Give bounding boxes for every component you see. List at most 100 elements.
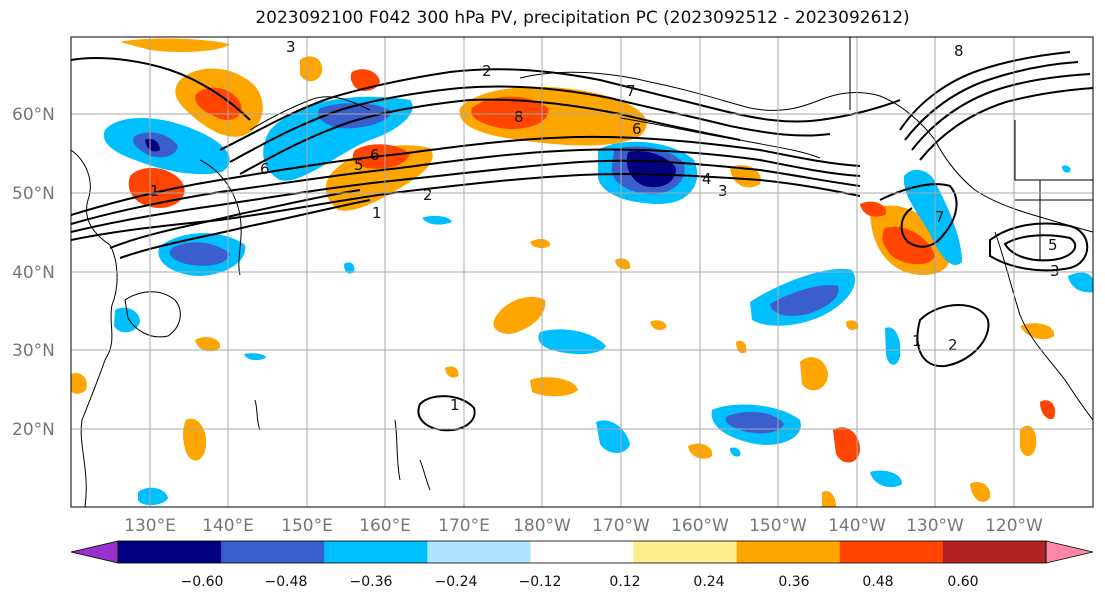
contour-label: 2 (423, 186, 433, 204)
lon-label: 170°W (592, 516, 650, 536)
colorbar-segment (221, 541, 325, 563)
islands-coastline (254, 399, 431, 491)
pv-contour-5 (109, 189, 361, 249)
colorbar-segment (530, 541, 635, 563)
colorbar-segment (427, 541, 531, 563)
precip-positive-core (350, 69, 380, 91)
precip-negative-area (870, 470, 902, 488)
alaska-coastline (519, 71, 1093, 233)
colorbar-tick-labels: −0.60 −0.48 −0.36 −0.24 −0.12 0.12 0.24 … (181, 574, 979, 590)
contour-label: 5 (1048, 236, 1058, 254)
lon-label: 140°E (202, 516, 254, 536)
precip-positive-core (128, 167, 185, 208)
pv-contour-cutoff (989, 222, 1089, 272)
precip-positive-area (1020, 425, 1037, 457)
precip-positive-area (530, 239, 551, 249)
colorbar-segment (736, 541, 841, 563)
colorbar-tick-label: 0.48 (862, 574, 893, 590)
precip-positive-area (650, 320, 667, 330)
precip-positive-area (71, 372, 87, 394)
precip-positive-core (1040, 400, 1056, 420)
japan-coastline (124, 291, 181, 338)
map-panel: 1 2 2 3 3 3 4 5 5 6 6 6 7 8 8 7 1 2 1 1 (70, 36, 1094, 508)
colorbar-segment (633, 541, 738, 563)
contour-label: 3 (718, 182, 728, 200)
colorbar-segment (118, 541, 222, 563)
precip-negative-area (114, 307, 140, 333)
contour-label: 8 (954, 42, 964, 60)
graticule (71, 37, 1093, 507)
precip-positive-area (195, 337, 221, 352)
contour-label: 5 (354, 156, 364, 174)
precip-positive-area (800, 357, 828, 391)
pv-contour-ridge-3 (239, 98, 741, 175)
pv-contour-4 (71, 135, 861, 216)
colorbar: −0.60 −0.48 −0.36 −0.24 −0.12 0.12 0.24 … (70, 540, 1094, 590)
pv-contour-6 (119, 199, 371, 259)
lon-label: 180°W (513, 516, 571, 536)
colorbar-tick-label: 0.12 (609, 574, 640, 590)
precip-positive-core (471, 96, 549, 130)
colorbar-tick-label: 0.24 (693, 574, 724, 590)
political-borders (849, 37, 1093, 260)
colorbar-tick-label: −0.60 (181, 574, 224, 590)
precip-negative-core (169, 242, 230, 266)
contour-label: 1 (372, 204, 382, 222)
lat-label: 50°N (12, 184, 55, 204)
lon-label: 160°E (359, 516, 411, 536)
contour-label: 1 (450, 396, 460, 414)
pv-contour-isolated (916, 304, 990, 368)
precip-positive-area (615, 258, 631, 270)
pv-contour-3 (71, 148, 861, 225)
longitude-labels: 130°E 140°E 150°E 160°E 170°E 180°W 170°… (124, 516, 1043, 536)
precip-positive-area (120, 38, 230, 52)
precip-negative-area (538, 329, 606, 355)
precip-positive-area (493, 296, 546, 334)
pv-contour-ridge-1 (219, 68, 901, 151)
lat-label: 20°N (12, 420, 55, 440)
precip-negative-core (770, 285, 839, 316)
precip-positive-area (300, 56, 323, 82)
contour-label: 6 (370, 146, 380, 164)
pv-contour-isolated-south (417, 395, 476, 432)
precip-negative-core (145, 138, 160, 152)
colorbar-extend-max (1045, 540, 1094, 564)
precip-positive-core (195, 87, 242, 121)
colorbar-tick-label: −0.36 (350, 574, 393, 590)
contour-label: 6 (632, 120, 642, 138)
lon-label: 130°E (124, 516, 176, 536)
contour-label: 1 (150, 182, 160, 200)
pv-contours (71, 51, 1093, 432)
lon-label: 150°W (749, 516, 807, 536)
map-frame (70, 36, 1094, 508)
lat-label: 40°N (12, 263, 55, 283)
colorbar-tick-label: 0.36 (778, 574, 809, 590)
colorbar-tick-label: −0.24 (435, 574, 478, 590)
map-title: 2023092100 F042 300 hPa PV, precipitatio… (255, 8, 910, 28)
colorbar-segment (324, 541, 428, 563)
contour-label: 8 (514, 108, 524, 126)
precip-positive-area (822, 490, 836, 507)
precip-negative-area (138, 487, 168, 506)
precip-negative-area (244, 353, 266, 361)
colorbar-segment (942, 541, 1047, 563)
precip-shading (71, 38, 1093, 507)
contour-label: 4 (702, 170, 712, 188)
lat-label: 60°N (12, 105, 55, 125)
precip-positive-core (833, 427, 860, 463)
precip-negative-area (885, 327, 901, 365)
coastlines (71, 37, 1093, 507)
precip-negative-area (344, 262, 355, 274)
precip-positive-area (730, 165, 761, 188)
lon-label: 120°W (985, 516, 1043, 536)
pv-contour-2 (71, 159, 861, 233)
contour-label: 7 (626, 82, 636, 100)
latitude-labels: 60°N 50°N 40°N 30°N 20°N (12, 105, 55, 440)
precip-negative-core (725, 411, 784, 434)
precip-positive-area (325, 145, 433, 211)
pv-contour-cutoff-inner (1003, 234, 1077, 262)
lat-label: 30°N (12, 341, 55, 361)
pv-contour-loop (879, 183, 958, 248)
pv-contour-labels: 1 2 2 3 3 3 4 5 5 6 6 6 7 8 8 7 1 2 1 1 (150, 38, 1060, 414)
contour-label: 2 (482, 62, 492, 80)
